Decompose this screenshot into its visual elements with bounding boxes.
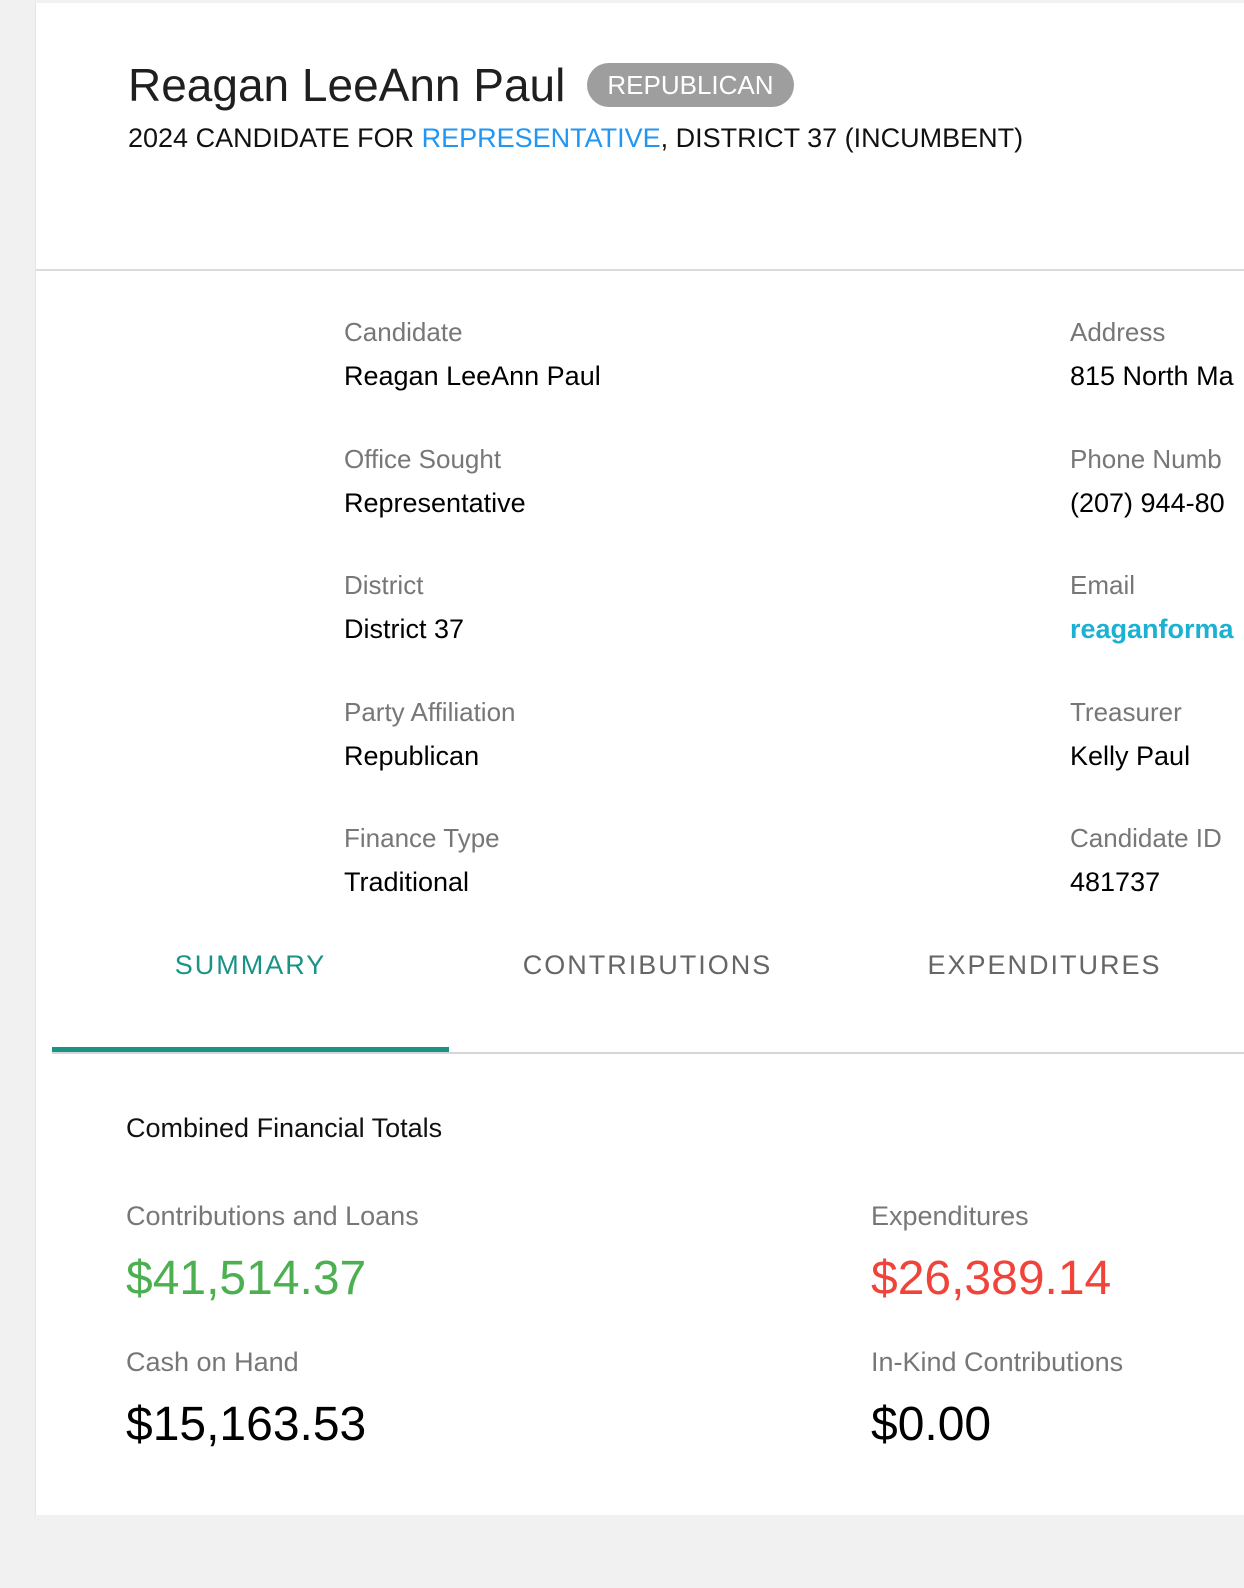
- detail-value: (207) 944-80: [1070, 487, 1225, 518]
- stat-value: $15,163.53: [126, 1398, 367, 1451]
- detail-candidate: Candidate Reagan LeeAnn Paul: [344, 315, 601, 442]
- tab-expenditures[interactable]: EXPENDITURES: [927, 950, 1162, 980]
- tab-summary[interactable]: SUMMARY: [174, 950, 327, 980]
- candidate-subtitle: 2024 CANDIDATE FOR REPRESENTATIVE, DISTR…: [128, 123, 1023, 154]
- active-tab-indicator: [52, 1047, 449, 1052]
- detail-label: Office Sought: [344, 443, 502, 474]
- tab-contributions[interactable]: CONTRIBUTIONS: [522, 950, 773, 980]
- detail-treasurer: Treasurer Kelly Paul: [1070, 695, 1234, 822]
- detail-label: Email: [1070, 570, 1136, 600]
- stat-cash-on-hand: Cash on Hand $15,163.53: [126, 1345, 366, 1455]
- detail-label: Address: [1070, 317, 1166, 347]
- detail-candidate-id: Candidate ID 481737: [1070, 821, 1234, 948]
- detail-label: Treasurer: [1070, 696, 1182, 727]
- detail-value: Kelly Paul: [1070, 740, 1191, 771]
- detail-finance-type: Finance Type Traditional: [344, 821, 601, 948]
- candidate-card: Reagan LeeAnn Paul REPUBLICAN 2024 CANDI…: [35, 3, 1244, 1515]
- detail-value: 815 North Ma: [1070, 361, 1234, 391]
- stat-value: $0.00: [871, 1398, 992, 1451]
- stat-label: Expenditures: [871, 1201, 1029, 1231]
- detail-address: Address 815 North Ma: [1070, 315, 1234, 442]
- office-link[interactable]: REPRESENTATIVE: [421, 123, 661, 153]
- header-divider: [36, 269, 1244, 271]
- section-title: Combined Financial Totals: [126, 1113, 443, 1143]
- details-left-column: Candidate Reagan LeeAnn Paul Office Soug…: [344, 315, 601, 948]
- candidate-header: Reagan LeeAnn Paul REPUBLICAN 2024 CANDI…: [36, 3, 1244, 269]
- detail-label: Candidate: [344, 317, 463, 347]
- detail-office-sought: Office Sought Representative: [344, 442, 601, 569]
- detail-value: Republican: [344, 740, 480, 771]
- detail-party-affiliation: Party Affiliation Republican: [344, 695, 601, 822]
- stat-value: $26,389.14: [871, 1252, 1112, 1305]
- stat-label: In-Kind Contributions: [871, 1347, 1124, 1377]
- stat-label: Cash on Hand: [126, 1347, 299, 1377]
- subtitle-suffix: , DISTRICT 37 (INCUMBENT): [660, 123, 1024, 153]
- stat-value: $41,514.37: [126, 1252, 367, 1305]
- party-badge: REPUBLICAN: [587, 63, 794, 107]
- detail-label: Finance Type: [344, 823, 500, 853]
- tab-bar-underline: [52, 1052, 1244, 1054]
- detail-value: Traditional: [344, 867, 470, 897]
- details-right-column: Address 815 North Ma Phone Numb (207) 94…: [1070, 315, 1234, 948]
- detail-label: District: [344, 570, 424, 600]
- detail-email: Email reaganforma: [1070, 568, 1234, 695]
- detail-value: District 37: [344, 614, 465, 644]
- detail-label: Candidate ID: [1070, 823, 1222, 853]
- detail-value: Representative: [344, 487, 526, 518]
- stat-expenditures: Expenditures $26,389.14: [871, 1199, 1111, 1309]
- detail-value: 481737: [1070, 867, 1161, 897]
- detail-phone: Phone Numb (207) 944-80: [1070, 442, 1234, 569]
- name-row: Reagan LeeAnn Paul REPUBLICAN: [128, 57, 794, 113]
- detail-district: District District 37: [344, 568, 601, 695]
- tab-bar: SUMMARY CONTRIBUTIONS EXPENDITURES: [52, 919, 1244, 1055]
- detail-value: Reagan LeeAnn Paul: [344, 361, 601, 391]
- detail-label: Phone Numb: [1070, 443, 1222, 474]
- email-link[interactable]: reaganforma: [1070, 614, 1234, 644]
- page-title: Reagan LeeAnn Paul: [128, 59, 566, 111]
- subtitle-prefix: 2024 CANDIDATE FOR: [128, 123, 422, 153]
- detail-label: Party Affiliation: [344, 696, 516, 727]
- stat-inkind: In-Kind Contributions $0.00: [871, 1345, 1123, 1455]
- stat-contributions: Contributions and Loans $41,514.37: [126, 1199, 419, 1309]
- stat-label: Contributions and Loans: [126, 1201, 419, 1231]
